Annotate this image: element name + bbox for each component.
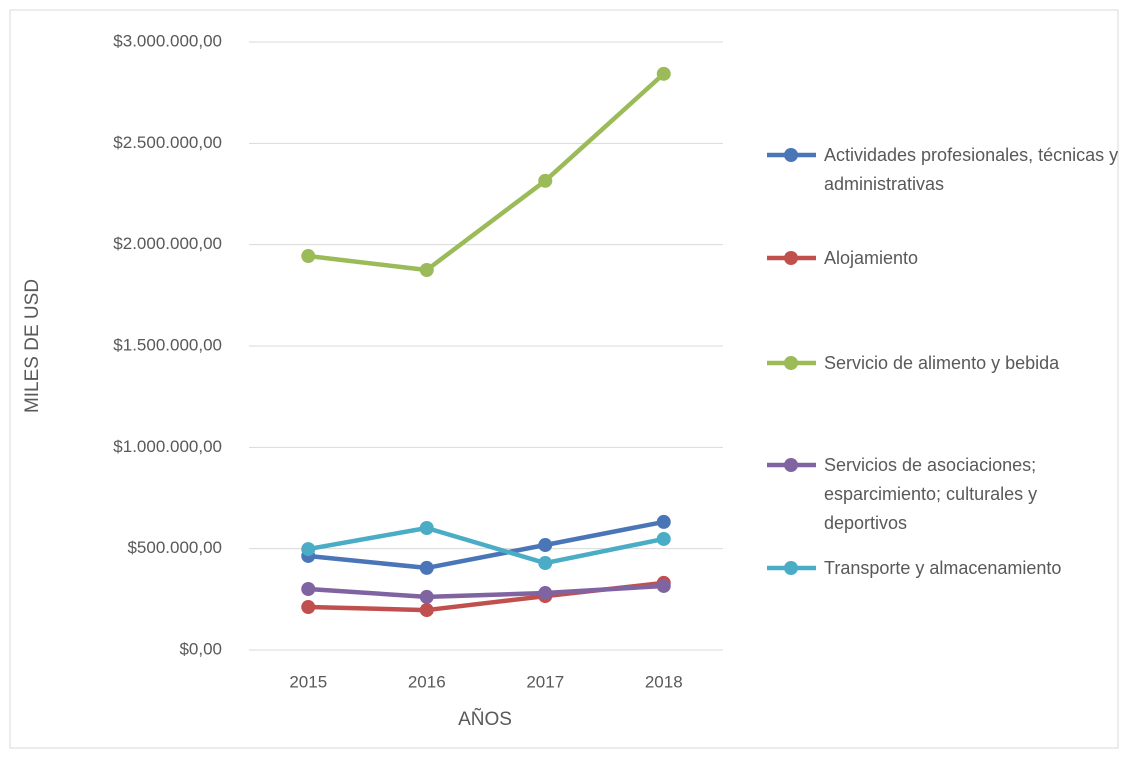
- legend-marker: [784, 458, 798, 472]
- y-tick-label: $1.500.000,00: [113, 335, 222, 354]
- legend-marker: [784, 148, 798, 162]
- chart-border: [9, 9, 1119, 749]
- data-point: [301, 600, 316, 615]
- data-point: [538, 586, 553, 601]
- legend-label: Transporte y almacenamiento: [824, 557, 1062, 578]
- series-line: [306, 525, 666, 566]
- legend-label: Alojamiento: [824, 247, 919, 268]
- legend-marker: [784, 561, 798, 575]
- y-tick-label: $2.500.000,00: [113, 133, 222, 152]
- data-point: [656, 578, 671, 593]
- y-tick-label: $0,00: [179, 639, 222, 658]
- series-line: [306, 519, 666, 571]
- data-point: [301, 249, 316, 264]
- data-point: [656, 531, 671, 546]
- legend-marker: [784, 356, 798, 370]
- data-point: [301, 581, 316, 596]
- data-point: [419, 263, 434, 277]
- x-tick-label: 2016: [408, 672, 446, 691]
- legend-label: Servicios de asociaciones; esparcimiento…: [824, 454, 1038, 533]
- y-axis-label: MILES DE USD: [22, 279, 43, 413]
- y-tick-label: $3.000.000,00: [113, 31, 222, 50]
- y-tick-label: $500.000,00: [127, 538, 222, 557]
- data-point: [656, 66, 671, 81]
- legend-marker: [784, 251, 798, 265]
- x-tick-label: 2015: [289, 672, 327, 691]
- x-tick-label: 2017: [526, 672, 564, 691]
- x-axis-label: AÑOS: [458, 708, 512, 730]
- y-tick-label: $2.000.000,00: [113, 234, 222, 253]
- data-point: [419, 589, 434, 604]
- legend-label: Servicio de alimento y bebida: [824, 352, 1060, 373]
- data-point: [538, 173, 553, 188]
- legend-label: Actividades profesionales, técnicas y ad…: [824, 144, 1119, 194]
- data-point: [538, 538, 553, 553]
- data-point: [419, 603, 434, 618]
- data-point: [656, 514, 671, 529]
- series-line: [306, 71, 666, 273]
- data-point: [419, 560, 434, 575]
- data-point: [301, 542, 316, 557]
- data-point: [538, 556, 553, 571]
- x-tick-label: 2018: [645, 672, 683, 691]
- y-tick-label: $1.000.000,00: [113, 437, 222, 456]
- data-point: [419, 520, 434, 535]
- series-line: [306, 583, 666, 600]
